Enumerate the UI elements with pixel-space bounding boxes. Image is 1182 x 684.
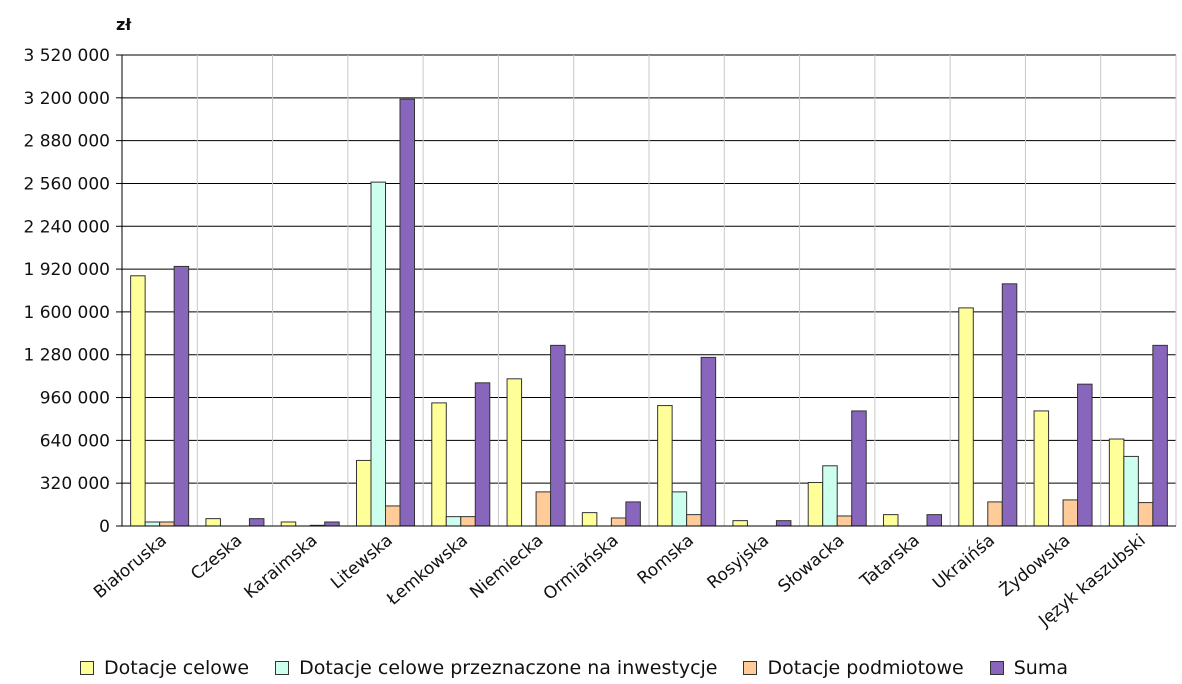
bar-1-11 (883, 514, 899, 527)
bar-4-10 (851, 410, 867, 527)
bar-2-5 (445, 516, 462, 527)
bar-4-12 (1001, 283, 1018, 527)
x-tick-label: Karaimska (241, 531, 322, 603)
bar-2-8 (671, 491, 688, 527)
bar-4-6 (550, 344, 566, 527)
bar-3-13 (1062, 499, 1079, 527)
bar-1-8 (657, 405, 673, 527)
chart-canvas: 0 320 000 640 000 960 000 1 280 000 1 600 000… (23, 15, 1177, 632)
y-tick-label: 2 560 000 (23, 174, 110, 194)
x-tick-label: Rosyjska (704, 531, 773, 594)
grid-layer (122, 54, 1177, 526)
x-tick-label: Łemkowska (383, 531, 472, 611)
bar-3-10 (836, 515, 853, 527)
bar-1-9 (732, 520, 748, 527)
y-axis-unit-label: zł (116, 15, 132, 34)
bar-3-14 (1137, 502, 1154, 527)
legend-swatch (80, 661, 94, 675)
x-tick-label: Niemiecka (466, 531, 547, 603)
y-tick-label: 1 280 000 (23, 346, 110, 366)
bar-2-4 (370, 181, 386, 527)
bar-4-2 (248, 518, 265, 527)
bar-1-10 (807, 482, 824, 527)
bar-4-13 (1077, 383, 1093, 527)
x-tick-label: Białoruska (90, 531, 171, 603)
y-tick-label: 1 600 000 (23, 303, 110, 323)
bar-1-5 (431, 402, 447, 527)
legend-item: Dotacje celowe przeznaczone na inwestycj… (275, 657, 717, 679)
legend-swatch (743, 661, 758, 675)
y-tick-label: 0 (99, 517, 110, 537)
y-tick-label: 320 000 (40, 474, 110, 494)
bar-3-8 (686, 514, 702, 527)
legend-label: Suma (1013, 657, 1069, 679)
x-tick-label: Tatarska (856, 531, 924, 593)
bar-2-1 (144, 521, 161, 527)
y-tick-label: 2 240 000 (23, 217, 110, 237)
bar-1-14 (1108, 438, 1125, 527)
chart-legend: Dotacje celowe Dotacje celowe przeznaczon… (80, 656, 1094, 680)
bar-1-6 (506, 378, 523, 527)
x-tick-label: Żydowska (995, 530, 1074, 601)
bar-3-4 (385, 505, 401, 527)
bar-4-7 (625, 501, 641, 527)
bar-4-5 (474, 382, 491, 527)
legend-label: Dotacje podmiotowe (767, 657, 964, 679)
x-tick-label: Litewska (327, 531, 397, 594)
bar-1-13 (1033, 410, 1050, 527)
bar-4-1 (173, 265, 190, 527)
bar-4-14 (1152, 344, 1168, 527)
bar-1-3 (280, 521, 297, 527)
y-tick-label: 960 000 (40, 389, 110, 409)
bar-4-9 (775, 520, 792, 527)
bar-1-4 (356, 459, 372, 527)
bar-1-1 (130, 275, 146, 527)
legend-swatch (989, 661, 1004, 675)
bar-3-12 (987, 501, 1003, 527)
bar-3-7 (610, 517, 627, 527)
bar-4-3 (324, 521, 340, 527)
legend-label: Dotacje celowe przeznaczone na inwestycj… (299, 657, 718, 679)
bar-2-14 (1123, 455, 1139, 527)
legend-item: Dotacje podmiotowe (743, 657, 964, 679)
bar-3-6 (535, 491, 552, 527)
x-tick-label: Ukraińśa (929, 531, 999, 594)
bar-3-5 (460, 516, 476, 527)
bar-1-12 (958, 307, 974, 527)
y-tick-label: 2 880 000 (23, 132, 110, 152)
x-tick-label: Czeska (187, 531, 246, 585)
bar-1-7 (581, 512, 598, 527)
y-tick-label: 640 000 (40, 431, 110, 451)
legend-item: Suma (989, 657, 1069, 679)
bar-layer (130, 98, 1168, 527)
bar-4-8 (700, 356, 717, 527)
bar-1-2 (205, 518, 221, 527)
legend-label: Dotacje celowe (104, 657, 250, 679)
bar-4-11 (926, 514, 942, 527)
bar-4-4 (399, 98, 415, 527)
y-tick-label: 3 200 000 (23, 89, 110, 109)
x-tick-label: Słowacka (775, 531, 849, 598)
legend-swatch (275, 661, 290, 675)
x-tick-label: Romska (634, 531, 698, 589)
x-tick-label: Ormiańska (540, 531, 623, 605)
bar-2-10 (822, 465, 838, 527)
y-tick-label: 3 520 000 (23, 46, 110, 66)
y-tick-label: 1 920 000 (23, 260, 110, 280)
bar-3-1 (159, 521, 175, 527)
legend-item: Dotacje celowe (80, 657, 249, 679)
